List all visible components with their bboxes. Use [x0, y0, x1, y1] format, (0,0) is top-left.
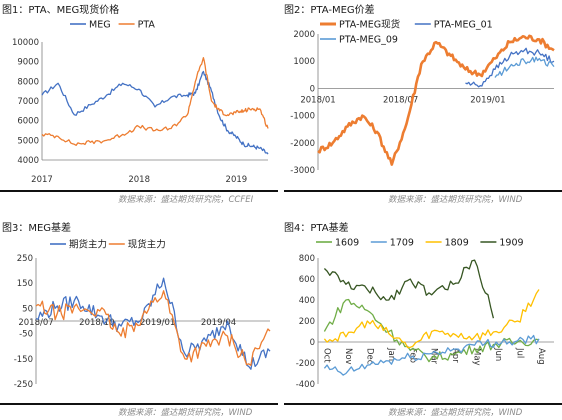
y-tick-label: -200: [296, 359, 315, 369]
figure-4-source: 数据来源：盛达期货研究院，WIND: [388, 408, 523, 418]
y-tick-label: 200: [299, 317, 315, 327]
x-tick-label: 2019: [226, 175, 248, 185]
y-tick-label: 0: [310, 338, 315, 348]
legend-label: 期货主力: [69, 239, 107, 251]
figure-4-title: 图4：PTA基差: [284, 223, 349, 234]
legend-label: 1609: [335, 238, 359, 249]
y-tick-label: -250: [14, 380, 33, 390]
figure-4-rule: [284, 403, 562, 405]
legend-label: 1709: [390, 238, 414, 249]
series-line-1: [41, 57, 269, 146]
x-tick-label: 2017: [31, 175, 53, 185]
x-tick-label: Aug: [536, 348, 546, 365]
x-tick-label: Jun: [493, 347, 503, 361]
legend-label: MEG: [89, 20, 111, 31]
figure-2-source: 数据来源：盛达期货研究院，WIND: [388, 195, 523, 205]
series-line-1: [35, 290, 271, 366]
y-tick-label: 8000: [17, 77, 39, 87]
y-tick-label: -2000: [290, 139, 315, 149]
y-tick-label: 250: [17, 254, 33, 264]
x-tick-label: Nov: [343, 348, 353, 365]
x-tick-label: Oct: [321, 348, 331, 363]
chart-2: -3000 -2000 -1000 0 1000 2000 2018/01 2018/07 20…: [290, 19, 555, 176]
y-tick-label: 6000: [17, 117, 39, 127]
x-tick-label: 2018/07: [18, 318, 53, 328]
y-tick-label: 800: [299, 254, 315, 264]
y-tick-label: 50: [22, 304, 33, 314]
y-tick-label: -400: [296, 380, 315, 390]
legend-label: 现货主力: [128, 239, 166, 251]
chart-1: 4000 5000 6000 7000 8000 9000 10000 2017 2018 201…: [12, 20, 269, 185]
y-tick-label: 600: [299, 275, 315, 285]
figure-1-source: 数据来源：盛达期货研究院，CCFEI: [118, 195, 254, 205]
chart-3: -250 -150 -50 50 150 250 2018/07 2018/10 2019/01…: [14, 239, 271, 390]
y-tick-label: 150: [17, 279, 33, 289]
series-line-3: [323, 259, 495, 319]
x-tick-label: 2019/04: [201, 318, 236, 328]
figure-3-source: 数据来源：盛达期货研究院，WIND: [118, 408, 253, 418]
legend-label: PTA-MEG现货: [339, 19, 400, 31]
series-line-0: [41, 70, 269, 155]
figure-1-title: 图1：PTA、MEG现货价格: [2, 5, 120, 16]
series-line-0: [317, 34, 555, 166]
x-tick-label: 2018/07: [383, 95, 418, 105]
x-tick-label: 2019/01: [470, 95, 505, 105]
y-tick-label: 400: [299, 296, 315, 306]
series-line-2: [494, 56, 555, 78]
figure-3-title: 图3：MEG基差: [2, 223, 72, 234]
x-tick-label: Jul: [515, 347, 525, 358]
y-tick-label: 0: [310, 84, 315, 94]
x-tick-label: Dec: [364, 348, 374, 365]
y-tick-label: -1000: [290, 112, 315, 122]
y-tick-label: 5000: [17, 136, 39, 146]
figure-2-rule: [284, 190, 562, 192]
series-line-2: [323, 289, 540, 349]
y-tick-label: 9000: [17, 58, 39, 68]
y-tick-label: -150: [14, 355, 33, 365]
legend-label: 1809: [445, 238, 469, 249]
y-tick-label: 2000: [293, 30, 315, 40]
legend-label: PTA: [138, 20, 156, 31]
y-tick-label: 4000: [17, 156, 39, 166]
figure-1-rule: [0, 190, 278, 192]
y-tick-label: 1000: [293, 57, 315, 67]
y-tick-label: 7000: [17, 97, 39, 107]
x-tick-label: Apr: [450, 348, 460, 363]
figure-3-rule: [0, 403, 278, 405]
x-tick-label: Feb: [407, 348, 417, 363]
legend-label: PTA-MEG_01: [434, 20, 493, 31]
series-line-1: [465, 47, 555, 88]
y-tick-label: 10000: [12, 38, 39, 48]
figure-2-title: 图2：PTA-MEG价差: [284, 5, 375, 16]
legend-label: PTA-MEG_09: [339, 35, 398, 46]
series-line-1: [323, 334, 540, 376]
x-tick-label: 2018: [128, 175, 150, 185]
series-line-0: [35, 277, 271, 370]
legend-label: 1909: [499, 238, 523, 249]
x-tick-label: 2019/01: [140, 318, 175, 328]
y-tick-label: -3000: [290, 166, 315, 176]
x-tick-label: Jan: [386, 347, 396, 361]
x-tick-label: May: [472, 348, 482, 366]
y-tick-label: -50: [19, 330, 33, 340]
x-tick-label: 2018/01: [300, 95, 335, 105]
x-tick-label: 2018/10: [79, 318, 114, 328]
